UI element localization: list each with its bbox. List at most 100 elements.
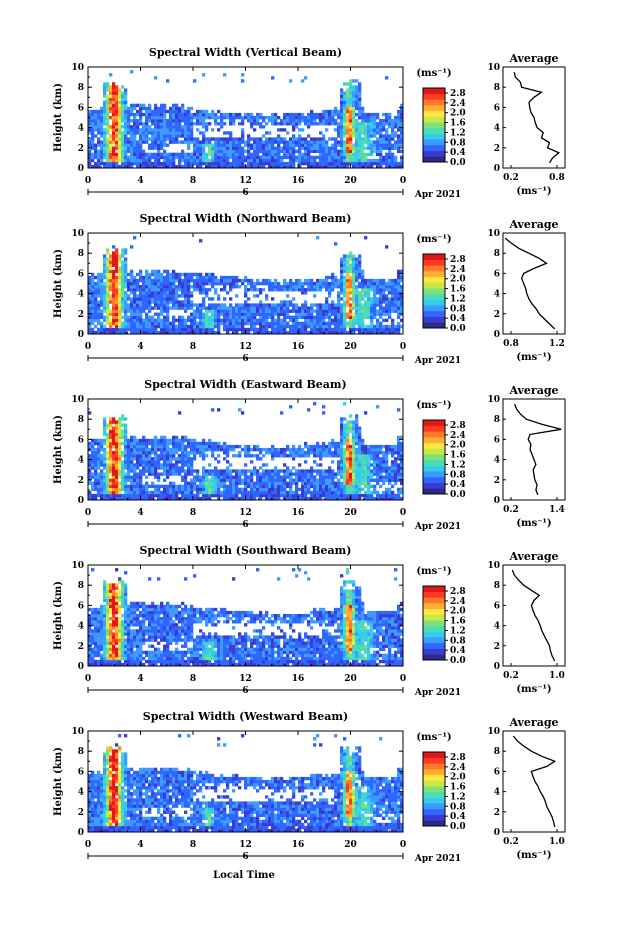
heatmap-cell xyxy=(133,104,136,107)
heatmap-cell xyxy=(91,300,94,303)
heatmap-cell xyxy=(109,73,112,76)
heatmap-cell xyxy=(124,454,127,457)
heatmap-cell xyxy=(253,466,256,469)
heatmap-cell xyxy=(352,306,355,309)
heatmap-cell xyxy=(94,439,97,442)
heatmap-cell xyxy=(205,482,208,485)
heatmap-cell xyxy=(229,469,232,472)
heatmap-cell xyxy=(235,150,238,153)
heatmap-cell xyxy=(256,485,259,488)
heatmap-cell xyxy=(184,325,187,328)
heatmap-cell xyxy=(181,107,184,110)
heatmap-cell xyxy=(154,488,157,491)
heatmap-cell xyxy=(202,113,205,116)
heatmap-cell xyxy=(265,116,268,119)
heatmap-cell xyxy=(235,147,238,150)
heatmap-cell xyxy=(154,116,157,119)
heatmap-cell xyxy=(106,297,109,300)
heatmap-cell xyxy=(271,113,274,116)
heatmap-cell xyxy=(121,306,124,309)
heatmap-cell xyxy=(274,122,277,125)
heatmap-cell xyxy=(103,110,106,113)
heatmap-cell xyxy=(121,125,124,128)
heatmap-cell xyxy=(133,306,136,309)
heatmap-cell xyxy=(352,279,355,282)
heatmap-cell xyxy=(124,144,127,147)
heatmap-cell xyxy=(184,482,187,485)
heatmap-cell xyxy=(112,316,115,319)
heatmap-cell xyxy=(157,140,160,143)
heatmap-cell xyxy=(148,137,151,140)
heatmap-cell xyxy=(100,448,103,451)
heatmap-cell xyxy=(208,494,211,497)
heatmap-cell xyxy=(154,162,157,165)
heatmap-cell xyxy=(202,119,205,122)
colorbar-tick-label: 1.2 xyxy=(450,294,466,304)
heatmap-cell xyxy=(154,282,157,285)
heatmap-cell xyxy=(277,140,280,143)
day-marker: 6 xyxy=(242,354,248,364)
heatmap-cell xyxy=(391,125,394,128)
heatmap-cell xyxy=(109,116,112,119)
heatmap-cell xyxy=(211,279,214,282)
heatmap-cell xyxy=(358,101,361,104)
heatmap-cell xyxy=(340,310,343,313)
heatmap-cell xyxy=(349,122,352,125)
heatmap-cell xyxy=(109,104,112,107)
heatmap-cell xyxy=(352,113,355,116)
heatmap-cell xyxy=(217,408,220,411)
heatmap-cell xyxy=(358,159,361,162)
heatmap-cell xyxy=(121,267,124,270)
heatmap-cell xyxy=(100,125,103,128)
heatmap-cell xyxy=(250,472,253,475)
heatmap-cell xyxy=(202,150,205,153)
heatmap-cell xyxy=(106,457,109,460)
heatmap-cell xyxy=(163,110,166,113)
heatmap-cell xyxy=(193,488,196,491)
heatmap-cell xyxy=(121,433,124,436)
heatmap-cell xyxy=(151,472,154,475)
heatmap-cell xyxy=(172,119,175,122)
heatmap-cell xyxy=(118,448,121,451)
heatmap-cell xyxy=(235,159,238,162)
heatmap-cell xyxy=(124,488,127,491)
heatmap-cell xyxy=(337,325,340,328)
heatmap-cell xyxy=(265,156,268,159)
heatmap-cell xyxy=(115,482,118,485)
heatmap-cell xyxy=(124,113,127,116)
heatmap-cell xyxy=(223,494,226,497)
heatmap-cell xyxy=(178,460,181,463)
heatmap-cell xyxy=(151,147,154,150)
heatmap-cell xyxy=(391,137,394,140)
heatmap-cell xyxy=(199,451,202,454)
heatmap-cell xyxy=(355,328,358,331)
heatmap-cell xyxy=(178,125,181,128)
heatmap-cell xyxy=(205,316,208,319)
heatmap-cell xyxy=(142,457,145,460)
heatmap-cell xyxy=(100,279,103,282)
heatmap-cell xyxy=(385,325,388,328)
heatmap-cell xyxy=(202,131,205,134)
heatmap-cell xyxy=(334,113,337,116)
heatmap-cell xyxy=(307,485,310,488)
heatmap-cell xyxy=(223,488,226,491)
heatmap-cell xyxy=(94,482,97,485)
heatmap-cell xyxy=(178,113,181,116)
heatmap-cell xyxy=(130,445,133,448)
heatmap-cell xyxy=(127,131,130,134)
heatmap-cell xyxy=(391,131,394,134)
heatmap-cell xyxy=(124,140,127,143)
heatmap-cell xyxy=(316,316,319,319)
heatmap-cell xyxy=(319,285,322,288)
heatmap-cell xyxy=(193,150,196,153)
heatmap-cell xyxy=(256,159,259,162)
heatmap-cell xyxy=(142,162,145,165)
heatmap-cell xyxy=(112,116,115,119)
heatmap-cell xyxy=(310,150,313,153)
heatmap-cell xyxy=(130,273,133,276)
heatmap-cell xyxy=(370,282,373,285)
heatmap-cell xyxy=(214,469,217,472)
heatmap-cell xyxy=(376,313,379,316)
heatmap-cell xyxy=(259,328,262,331)
heatmap-cell xyxy=(241,147,244,150)
